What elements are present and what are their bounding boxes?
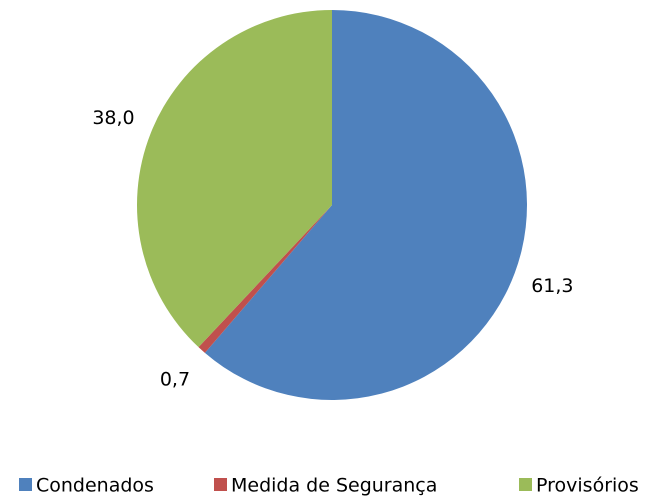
pie-slice: [198, 205, 332, 353]
data-label: 0,7: [160, 368, 190, 390]
pie-slice: [136, 10, 332, 348]
pie-slice: [204, 10, 527, 400]
legend-label: Medida de Segurança: [231, 475, 437, 497]
legend-label: Condenados: [36, 475, 154, 497]
legend-swatch: [19, 478, 32, 491]
data-label: 61,3: [531, 275, 573, 297]
data-label: 38,0: [92, 107, 134, 129]
legend-swatch: [214, 478, 227, 491]
legend-swatch: [519, 478, 532, 491]
legend-label: Provisórios: [536, 475, 639, 497]
